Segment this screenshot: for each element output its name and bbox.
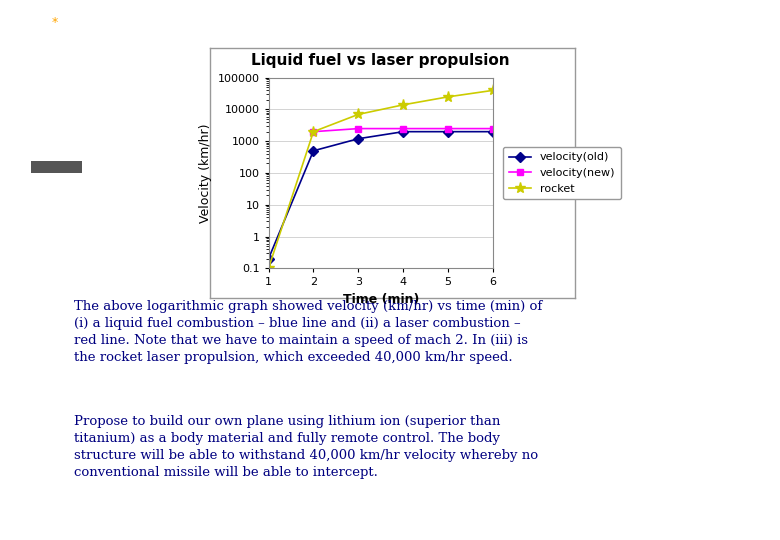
velocity(old): [264, 255, 273, 262]
Text: Propose to build our own plane using lithium ion (superior than
titanium) as a b: Propose to build our own plane using lit…: [74, 415, 538, 479]
velocity(new): [309, 129, 318, 135]
velocity(new): [488, 125, 498, 132]
Line: velocity(old): velocity(old): [265, 128, 497, 262]
Text: Liquid fuel vs laser propulsion: Liquid fuel vs laser propulsion: [251, 52, 510, 68]
rocket: [264, 265, 273, 272]
rocket: [399, 102, 408, 108]
velocity(old): [399, 129, 408, 135]
X-axis label: Time (min): Time (min): [342, 293, 419, 306]
velocity(new): [353, 125, 363, 132]
Line: velocity(new): velocity(new): [310, 125, 497, 135]
Text: The above logarithmic graph showed velocity (km/hr) vs time (min) of
(i) a liqui: The above logarithmic graph showed veloc…: [74, 300, 542, 364]
velocity(old): [353, 136, 363, 142]
velocity(new): [444, 125, 453, 132]
Y-axis label: Velocity (km/hr): Velocity (km/hr): [199, 123, 212, 222]
rocket: [353, 111, 363, 118]
velocity(old): [309, 147, 318, 154]
Text: *: *: [51, 16, 58, 29]
rocket: [488, 87, 498, 93]
velocity(old): [488, 129, 498, 135]
Legend: velocity(old), velocity(new), rocket: velocity(old), velocity(new), rocket: [503, 147, 621, 199]
rocket: [444, 93, 453, 100]
velocity(old): [444, 129, 453, 135]
rocket: [309, 129, 318, 135]
Line: rocket: rocket: [263, 85, 498, 274]
velocity(new): [399, 125, 408, 132]
